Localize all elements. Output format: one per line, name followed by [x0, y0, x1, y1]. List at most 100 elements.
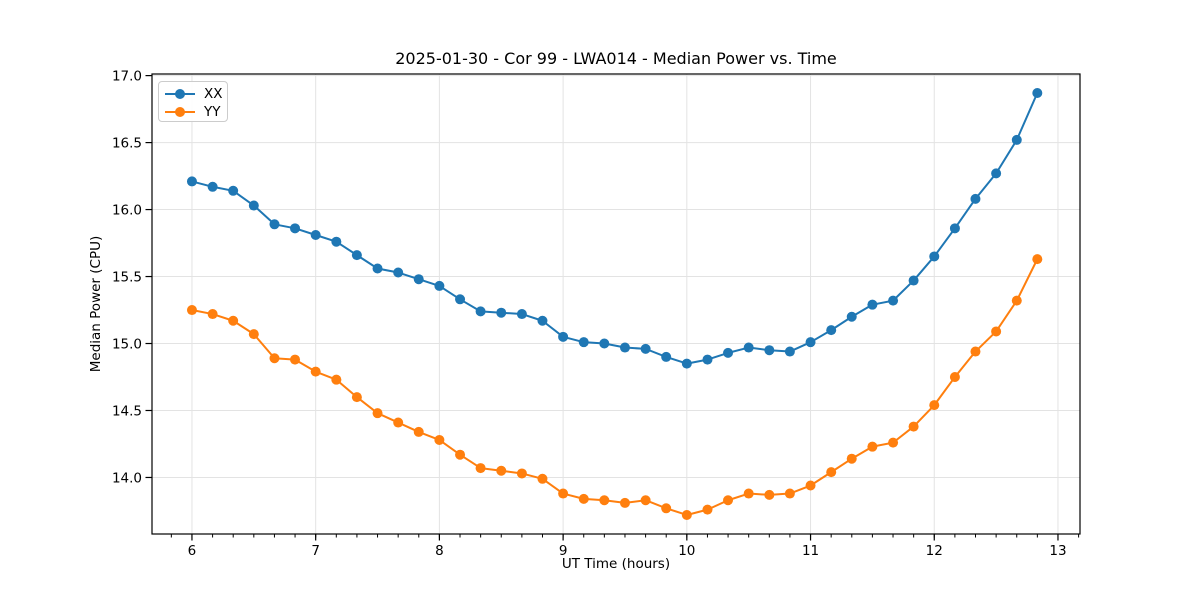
series-yy-marker — [846, 453, 857, 464]
series-xx-marker — [640, 343, 651, 354]
series-xx-marker — [455, 294, 466, 305]
series-yy-marker — [991, 326, 1002, 337]
series-xx-marker — [1011, 134, 1022, 145]
series-yy-marker — [640, 495, 651, 506]
series-yy-marker — [475, 463, 486, 474]
series-xx-marker — [991, 168, 1002, 179]
series-xx-marker — [723, 347, 734, 358]
series-xx-marker — [784, 346, 795, 357]
legend-line-marker-icon — [165, 107, 195, 117]
series-xx-marker — [805, 337, 816, 348]
series-yy-marker — [970, 346, 981, 357]
series-xx-marker — [970, 193, 981, 204]
series-xx-marker — [908, 275, 919, 286]
series-yy-marker — [578, 493, 589, 504]
series-xx-marker — [888, 295, 899, 306]
series-yy-marker — [351, 392, 362, 403]
x-tick-label: 13 — [1049, 543, 1066, 559]
y-axis-label: Median Power (CPU) — [88, 235, 104, 373]
series-xx-marker — [331, 236, 342, 247]
y-tick-label: 14.0 — [112, 470, 142, 486]
series-xx-marker — [434, 280, 445, 291]
series-xx-marker — [578, 337, 589, 348]
series-yy-marker — [310, 366, 321, 377]
series-yy-marker — [805, 480, 816, 491]
series-xx-marker — [351, 250, 362, 261]
series-yy-marker — [393, 417, 404, 428]
series-yy-marker — [434, 434, 445, 445]
series-yy-marker — [248, 329, 259, 340]
series-xx-marker — [475, 306, 486, 317]
series-xx-marker — [619, 342, 630, 353]
plot-border — [151, 73, 1081, 535]
y-tick-label: 15.0 — [112, 336, 142, 352]
y-tick-label: 16.0 — [112, 202, 142, 218]
series-xx-marker — [949, 223, 960, 234]
series-xx-marker — [516, 309, 527, 320]
series-xx-marker — [413, 274, 424, 285]
series-xx-marker — [1032, 88, 1043, 99]
x-tick-label: 12 — [926, 543, 943, 559]
series-yy-marker — [455, 449, 466, 460]
series-yy-marker — [619, 497, 630, 508]
x-tick-label: 6 — [188, 543, 197, 559]
series-xx-marker — [764, 345, 775, 356]
legend-line-marker-icon — [165, 89, 195, 99]
series-yy-marker — [516, 468, 527, 479]
series-xx-marker — [599, 338, 610, 349]
series-xx-marker — [290, 223, 301, 234]
x-tick-label: 11 — [802, 543, 819, 559]
series-yy-marker — [784, 488, 795, 499]
series-yy-line — [191, 258, 1039, 516]
series-yy-marker — [1011, 295, 1022, 306]
series-xx-marker — [207, 181, 218, 192]
series-xx-marker — [393, 267, 404, 278]
series-yy-marker — [929, 400, 940, 411]
x-tick-label: 8 — [435, 543, 444, 559]
series-yy-marker — [867, 441, 878, 452]
series-xx-line — [191, 92, 1039, 365]
series-yy-marker — [558, 488, 569, 499]
series-yy-marker — [228, 315, 239, 326]
series-xx-marker — [867, 299, 878, 310]
series-xx-marker — [186, 176, 197, 187]
series-yy-marker — [269, 353, 280, 364]
series-yy-marker — [372, 408, 383, 419]
series-yy-marker — [290, 354, 301, 365]
series-yy-marker — [949, 372, 960, 383]
series-yy-marker — [764, 489, 775, 500]
series-yy-marker — [186, 305, 197, 316]
series-yy-marker — [1032, 254, 1043, 265]
legend-label: XX — [204, 86, 223, 102]
series-xx-marker — [248, 200, 259, 211]
y-tick-label: 17.0 — [112, 68, 142, 84]
series-yy-marker — [496, 465, 507, 476]
series-yy-marker — [413, 426, 424, 437]
legend-entry-xx: XX — [165, 85, 223, 103]
legend-entry-yy: YY — [165, 103, 221, 121]
x-tick-label: 7 — [311, 543, 320, 559]
series-yy-marker — [723, 495, 734, 506]
y-tick-label: 15.5 — [112, 269, 142, 285]
series-xx-marker — [743, 342, 754, 353]
series-xx-marker — [372, 263, 383, 274]
series-xx-marker — [929, 251, 940, 262]
y-tick-label: 16.5 — [112, 135, 142, 151]
series-yy-marker — [743, 488, 754, 499]
series-yy-marker — [537, 473, 548, 484]
series-xx-marker — [537, 315, 548, 326]
x-tick-label: 10 — [678, 543, 695, 559]
series-xx-marker — [310, 230, 321, 241]
x-tick-label: 9 — [559, 543, 568, 559]
series-xx-marker — [558, 331, 569, 342]
series-xx-marker — [269, 219, 280, 230]
series-xx-marker — [681, 358, 692, 369]
series-yy-marker — [207, 309, 218, 320]
series-xx-marker — [846, 311, 857, 322]
series-xx-marker — [496, 307, 507, 318]
series-yy-marker — [908, 421, 919, 432]
series-yy-marker — [681, 509, 692, 520]
series-xx-marker — [228, 185, 239, 196]
series-yy-marker — [331, 374, 342, 385]
